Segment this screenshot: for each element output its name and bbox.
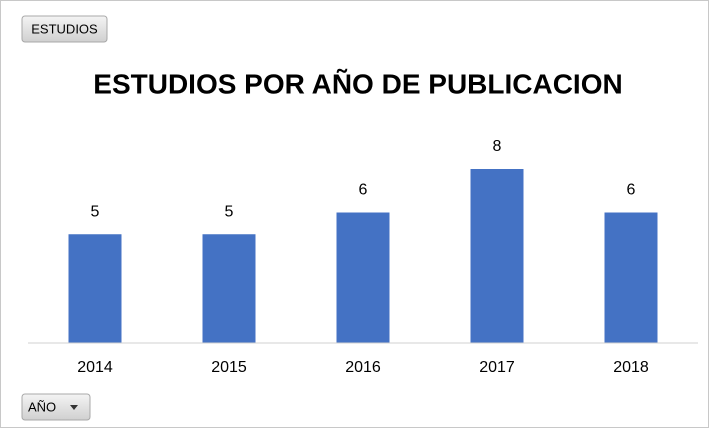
data-label: 8: [493, 138, 502, 155]
bar: [336, 212, 390, 343]
button-label: ESTUDIOS: [31, 21, 98, 36]
x-tick-label: 2018: [613, 359, 649, 376]
x-tick-label: 2015: [211, 359, 247, 376]
data-label: 6: [627, 182, 636, 199]
button-label: AÑO: [28, 399, 56, 414]
data-label: 5: [225, 203, 234, 220]
x-tick-label: 2014: [77, 359, 113, 376]
x-tick-label: 2016: [345, 359, 381, 376]
bar: [202, 234, 256, 343]
bar: [68, 234, 122, 343]
bar: [470, 169, 524, 343]
axis-field-button[interactable]: AÑO: [21, 393, 91, 421]
data-label: 6: [359, 182, 368, 199]
dropdown-arrow: [70, 405, 78, 410]
bar: [604, 212, 658, 343]
value-field-button[interactable]: ESTUDIOS: [21, 15, 108, 43]
data-label: 5: [91, 203, 100, 220]
x-tick-label: 2017: [479, 359, 515, 376]
chart-title: ESTUDIOS POR AÑO DE PUBLICACION: [93, 68, 622, 99]
